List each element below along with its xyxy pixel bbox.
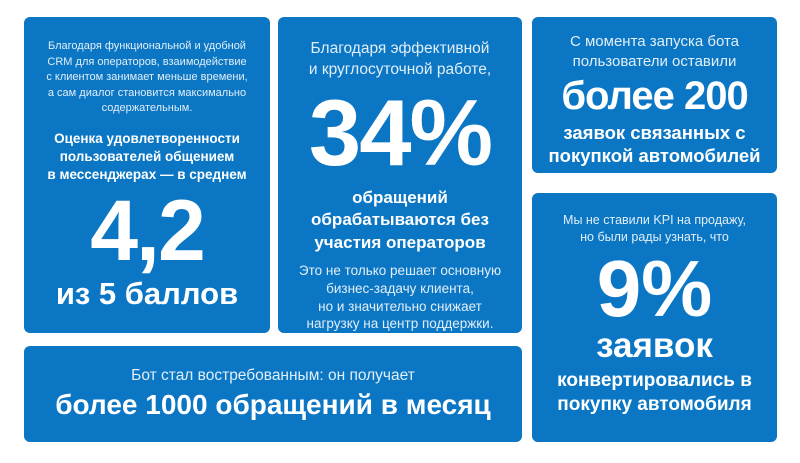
volume-intro-text: Бот стал востребованным: он получает	[131, 367, 415, 385]
card-automation: Благодаря эффективной и круглосуточной р…	[278, 17, 522, 333]
conversion-lead-text: конвертировались в покупку автомобиля	[557, 370, 752, 416]
volume-lead-text: более 1000 обращений в месяц	[55, 389, 491, 421]
conversion-intro-text: Мы не ставили KPI на продажу, но были ра…	[563, 213, 746, 244]
requests-intro-text: С момента запуска бота пользователи оста…	[569, 33, 740, 70]
satisfaction-intro-text: Благодаря функциональной и удобной CRM д…	[46, 40, 248, 115]
automation-note-text: Это не только решает основную бизнес-зад…	[298, 262, 502, 332]
requests-lead-text: заявок связанных с покупкой автомобилей	[548, 121, 761, 166]
card-requests: С момента запуска бота пользователи оста…	[532, 17, 777, 173]
conversion-subnumber: заявок	[596, 326, 713, 366]
conversion-big-number: 9%	[596, 243, 713, 333]
automation-big-number: 34%	[308, 79, 493, 185]
automation-intro-text: Благодаря эффективной и круглосуточной р…	[308, 40, 492, 78]
card-conversion: Мы не ставили KPI на продажу, но были ра…	[532, 193, 777, 442]
satisfaction-big-number: 4,2	[90, 183, 206, 280]
automation-lead-text: обращений обрабатываются без участия опе…	[311, 188, 489, 252]
satisfaction-caption: из 5 баллов	[55, 275, 239, 311]
card-volume: Бот стал востребованным: он получает бол…	[24, 346, 522, 442]
card-satisfaction: Благодаря функциональной и удобной CRM д…	[24, 17, 270, 333]
satisfaction-lead-text: Оценка удовлетворенности пользователей о…	[47, 131, 247, 182]
requests-big-number: более 200	[561, 73, 748, 118]
